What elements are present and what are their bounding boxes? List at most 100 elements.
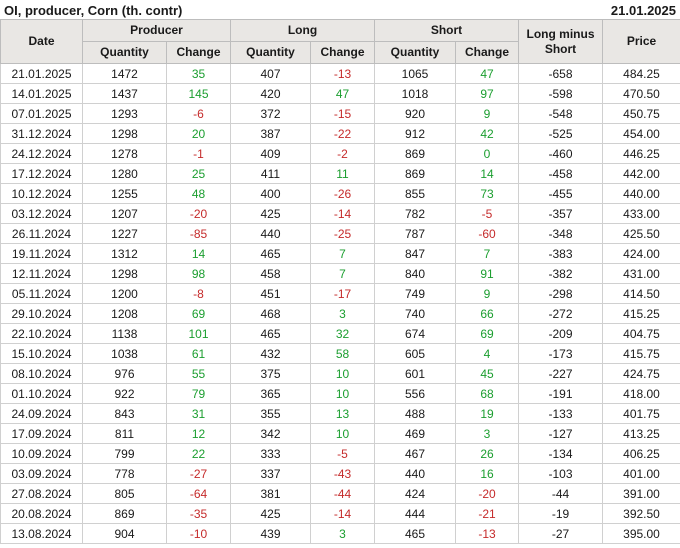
producer-quantity-cell: 1298 (82, 263, 167, 284)
short-change-cell: 9 (455, 103, 520, 124)
date-cell: 17.12.2024 (0, 163, 83, 184)
short-change-cell: 19 (455, 403, 520, 424)
price-cell: 424.75 (602, 363, 680, 384)
date-cell: 01.10.2024 (0, 383, 83, 404)
price-cell: 404.75 (602, 323, 680, 344)
producer-quantity-cell: 1200 (82, 283, 167, 304)
price-cell: 418.00 (602, 383, 680, 404)
long-quantity-cell: 468 (230, 303, 311, 324)
date-cell: 10.12.2024 (0, 183, 83, 204)
short-quantity-cell: 920 (374, 103, 457, 124)
table-row: 15.10.2024 1038 61 432 58 605 4 -173 415.75 (0, 343, 680, 364)
long-change-cell: -14 (309, 203, 376, 224)
long-change-cell: 7 (309, 263, 376, 284)
short-quantity-cell: 601 (374, 363, 457, 384)
date-cell: 03.09.2024 (0, 463, 83, 484)
producer-change-cell: -20 (166, 203, 231, 224)
long-change-cell: -15 (309, 103, 376, 124)
table-row: 14.01.2025 1437 145 420 47 1018 97 -598 470.50 (0, 83, 680, 104)
long-quantity-cell: 425 (230, 503, 311, 524)
long-change-cell: 10 (309, 363, 376, 384)
short-quantity-cell: 855 (374, 183, 457, 204)
producer-quantity-cell: 1280 (82, 163, 167, 184)
producer-quantity-cell: 1227 (82, 223, 167, 244)
short-change-cell: 14 (455, 163, 520, 184)
long-change-cell: 13 (309, 403, 376, 424)
producer-change-cell: -27 (166, 463, 231, 484)
producer-change-cell: -35 (166, 503, 231, 524)
col-header-short: Short (374, 19, 520, 42)
price-cell: 425.50 (602, 223, 680, 244)
table-row: 12.11.2024 1298 98 458 7 840 91 -382 431.00 (0, 263, 680, 284)
long-quantity-cell: 337 (230, 463, 311, 484)
price-cell: 433.00 (602, 203, 680, 224)
price-cell: 450.75 (602, 103, 680, 124)
short-change-cell: 7 (455, 243, 520, 264)
short-quantity-cell: 1065 (374, 63, 457, 84)
long-minus-short-cell: -348 (518, 223, 604, 244)
table-row: 17.12.2024 1280 25 411 11 869 14 -458 442.00 (0, 163, 680, 184)
producer-change-cell: 14 (166, 243, 231, 264)
long-minus-short-cell: -134 (518, 443, 604, 464)
date-cell: 12.11.2024 (0, 263, 83, 284)
short-quantity-cell: 749 (374, 283, 457, 304)
table-row: 03.09.2024 778 -27 337 -43 440 16 -103 401.00 (0, 463, 680, 484)
long-quantity-cell: 407 (230, 63, 311, 84)
long-quantity-cell: 411 (230, 163, 311, 184)
table-row: 27.08.2024 805 -64 381 -44 424 -20 -44 391.00 (0, 483, 680, 504)
date-cell: 24.09.2024 (0, 403, 83, 424)
oi-table: Date Producer Long Short Long minus Shor… (0, 19, 680, 544)
producer-change-cell: 25 (166, 163, 231, 184)
long-quantity-cell: 465 (230, 323, 311, 344)
long-minus-short-cell: -548 (518, 103, 604, 124)
long-minus-short-cell: -382 (518, 263, 604, 284)
long-quantity-cell: 451 (230, 283, 311, 304)
short-change-cell: -21 (455, 503, 520, 524)
producer-quantity-cell: 976 (82, 363, 167, 384)
producer-quantity-cell: 922 (82, 383, 167, 404)
short-change-cell: 0 (455, 143, 520, 164)
col-subheader-long-change: Change (309, 41, 376, 64)
producer-quantity-cell: 778 (82, 463, 167, 484)
short-change-cell: -60 (455, 223, 520, 244)
producer-change-cell: -8 (166, 283, 231, 304)
date-cell: 27.08.2024 (0, 483, 83, 504)
producer-change-cell: 35 (166, 63, 231, 84)
date-cell: 22.10.2024 (0, 323, 83, 344)
price-cell: 424.00 (602, 243, 680, 264)
price-cell: 440.00 (602, 183, 680, 204)
price-cell: 391.00 (602, 483, 680, 504)
long-minus-short-cell: -298 (518, 283, 604, 304)
col-subheader-short-quantity: Quantity (374, 41, 457, 64)
date-cell: 31.12.2024 (0, 123, 83, 144)
long-change-cell: 47 (309, 83, 376, 104)
producer-change-cell: 48 (166, 183, 231, 204)
date-cell: 13.08.2024 (0, 523, 83, 544)
date-cell: 29.10.2024 (0, 303, 83, 324)
short-change-cell: -20 (455, 483, 520, 504)
short-change-cell: 66 (455, 303, 520, 324)
price-cell: 446.25 (602, 143, 680, 164)
producer-change-cell: 61 (166, 343, 231, 364)
producer-change-cell: 31 (166, 403, 231, 424)
date-cell: 03.12.2024 (0, 203, 83, 224)
short-change-cell: 68 (455, 383, 520, 404)
long-quantity-cell: 375 (230, 363, 311, 384)
short-quantity-cell: 440 (374, 463, 457, 484)
short-change-cell: 47 (455, 63, 520, 84)
table-row: 19.11.2024 1312 14 465 7 847 7 -383 424.00 (0, 243, 680, 264)
producer-change-cell: 101 (166, 323, 231, 344)
table-row: 20.08.2024 869 -35 425 -14 444 -21 -19 392.50 (0, 503, 680, 524)
long-minus-short-cell: -455 (518, 183, 604, 204)
table-row: 26.11.2024 1227 -85 440 -25 787 -60 -348 425.50 (0, 223, 680, 244)
long-change-cell: -5 (309, 443, 376, 464)
table-row: 03.12.2024 1207 -20 425 -14 782 -5 -357 433.00 (0, 203, 680, 224)
long-quantity-cell: 342 (230, 423, 311, 444)
producer-quantity-cell: 843 (82, 403, 167, 424)
long-change-cell: -17 (309, 283, 376, 304)
date-cell: 14.01.2025 (0, 83, 83, 104)
long-change-cell: 3 (309, 523, 376, 544)
producer-change-cell: -64 (166, 483, 231, 504)
long-change-cell: 7 (309, 243, 376, 264)
producer-change-cell: 69 (166, 303, 231, 324)
